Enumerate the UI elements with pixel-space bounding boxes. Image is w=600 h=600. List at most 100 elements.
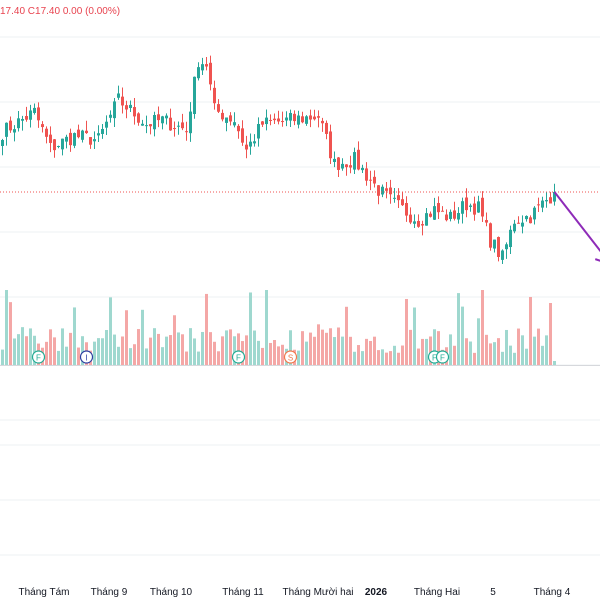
volume-bar <box>537 328 540 365</box>
volume-bar <box>393 345 396 365</box>
candle-body <box>285 117 288 121</box>
volume-bar <box>265 290 268 365</box>
volume-bar <box>553 361 556 365</box>
candle-body <box>429 213 432 217</box>
candle-body <box>21 118 24 121</box>
volume-bar <box>385 352 388 365</box>
volume-bar <box>421 338 424 365</box>
volume-bar <box>173 315 176 365</box>
candle-body <box>261 121 264 125</box>
volume-bar <box>525 348 528 365</box>
candle-body <box>25 115 28 120</box>
candle-body <box>237 125 240 132</box>
volume-bar <box>113 334 116 365</box>
candle-body <box>533 207 536 220</box>
candle-body <box>57 146 60 148</box>
volume-bar <box>49 329 52 365</box>
event-marker-circle <box>435 350 450 364</box>
volume-bar <box>205 293 208 365</box>
volume-bar <box>533 336 536 365</box>
candle-body <box>145 125 148 127</box>
volume-bar <box>217 351 220 365</box>
volume-bar <box>77 347 80 365</box>
volume-bar <box>133 344 136 365</box>
volume-bar <box>229 329 232 365</box>
candle-body <box>85 130 88 134</box>
volume-bar <box>485 334 488 365</box>
candle-body <box>477 201 480 213</box>
candle-body <box>37 107 40 121</box>
candle-body <box>157 114 160 121</box>
volume-bar <box>409 329 412 365</box>
candle-body <box>281 121 284 123</box>
candle-body <box>217 104 220 112</box>
volume-bar <box>129 348 132 365</box>
candle-body <box>65 136 68 142</box>
candle-body <box>149 124 152 127</box>
volume-bar <box>237 333 240 365</box>
event-marker-i: I <box>79 350 94 364</box>
candle-body <box>433 206 436 220</box>
candle-body <box>529 217 532 224</box>
volume-bar <box>181 334 184 365</box>
volume-bar <box>221 336 224 365</box>
volume-bar <box>489 343 492 365</box>
volume-bar <box>357 345 360 365</box>
volume-bar <box>517 328 520 365</box>
candle-body <box>5 122 8 137</box>
volume-bar <box>101 338 104 365</box>
candle-body <box>61 138 64 150</box>
candle-body <box>549 197 552 204</box>
candle-body <box>481 197 484 217</box>
volume-bar <box>453 345 456 365</box>
volume-bar <box>69 332 72 365</box>
candle-body <box>45 128 48 137</box>
candle-body <box>373 176 376 184</box>
candle-body <box>301 116 304 123</box>
volume-bar <box>169 335 172 365</box>
volume-bar <box>477 318 480 365</box>
volume-bar <box>153 328 156 365</box>
volume-bar <box>57 350 60 365</box>
candle-body <box>385 188 388 191</box>
candle-body <box>197 67 200 79</box>
candle-body <box>361 167 364 171</box>
volume-bar <box>53 337 56 365</box>
candle-body <box>133 107 136 117</box>
projection-arrow-line <box>553 191 600 253</box>
candle-body <box>509 229 512 248</box>
candle-body <box>473 203 476 215</box>
volume-bar <box>361 351 364 365</box>
price-candles <box>1 55 556 264</box>
candle-body <box>553 192 556 202</box>
candle-body <box>229 115 232 122</box>
volume-bar <box>17 334 20 365</box>
volume-bar <box>369 340 372 365</box>
volume-bar <box>213 341 216 365</box>
candle-body <box>221 112 224 120</box>
candle-body <box>13 129 16 133</box>
candle-body <box>369 179 372 181</box>
candle-body <box>245 144 248 150</box>
volume-bar <box>209 332 212 365</box>
volume-bar <box>381 349 384 365</box>
volume-bar <box>549 303 552 365</box>
candle-body <box>445 214 448 221</box>
candle-body <box>401 199 404 206</box>
candle-body <box>485 220 488 223</box>
x-tick-label: 5 <box>490 587 496 598</box>
candle-body <box>457 213 460 220</box>
volume-bar <box>429 336 432 365</box>
candle-body <box>341 163 344 169</box>
volume-bar <box>1 349 4 365</box>
volume-bar <box>81 336 84 365</box>
volume-bar <box>493 342 496 365</box>
candle-body <box>409 214 412 223</box>
candle-body <box>185 131 188 133</box>
x-tick-label: Tháng Mười hai <box>282 587 353 598</box>
volume-bar <box>189 328 192 365</box>
volume-bar <box>521 335 524 365</box>
volume-bar <box>353 351 356 365</box>
